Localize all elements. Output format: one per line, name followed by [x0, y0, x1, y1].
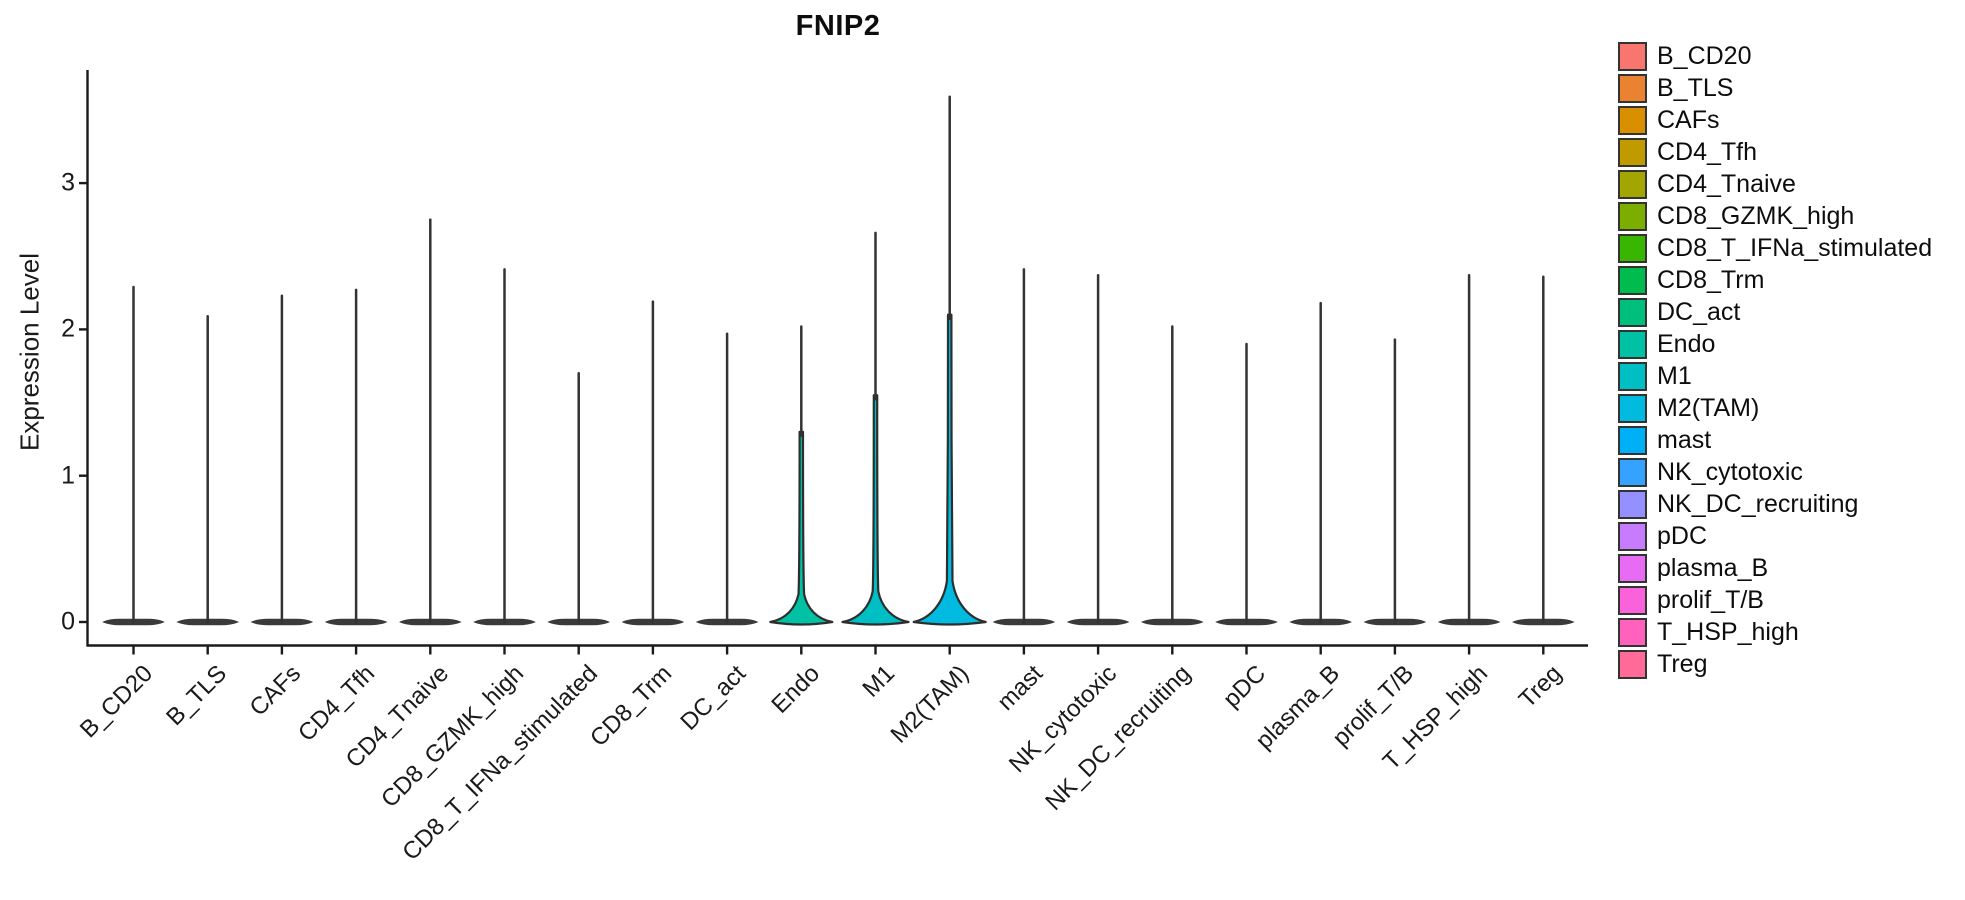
- legend: B_CD20 B_TLS CAFs CD4_Tfh CD4_Tnaive CD8_GZMK…: [1618, 42, 1933, 683]
- legend-swatch: [1618, 554, 1647, 583]
- legend-swatch: [1618, 330, 1647, 359]
- legend-swatch: [1618, 298, 1647, 327]
- legend-swatch: [1618, 426, 1647, 455]
- legend-label: CD8_GZMK_high: [1657, 202, 1855, 230]
- legend-label: NK_cytotoxic: [1657, 458, 1803, 486]
- legend-swatch: [1618, 394, 1647, 423]
- y-tick-label: 2: [61, 314, 75, 343]
- violin-body: [769, 430, 834, 626]
- legend-row: pDC: [1618, 522, 1932, 551]
- legend-swatch: [1618, 234, 1647, 263]
- legend-row: Endo: [1618, 330, 1932, 359]
- y-tick-label: 0: [61, 607, 75, 636]
- legend-row: B_TLS: [1618, 74, 1932, 103]
- legend-swatch: [1618, 74, 1647, 103]
- legend-row: Treg: [1618, 650, 1932, 679]
- legend-label: plasma_B: [1657, 554, 1769, 582]
- legend-label: pDC: [1657, 522, 1708, 550]
- legend-row: prolif_T/B: [1618, 586, 1932, 615]
- legend-swatch: [1618, 138, 1647, 167]
- legend-label: prolif_T/B: [1657, 586, 1764, 614]
- legend-row: CD8_T_IFNa_stimulated: [1618, 234, 1933, 263]
- legend-label: CD8_Trm: [1657, 266, 1765, 294]
- legend-swatch: [1618, 586, 1647, 615]
- legend-row: DC_act: [1618, 298, 1932, 327]
- legend-row: M2(TAM): [1618, 394, 1932, 423]
- legend-swatch: [1618, 490, 1647, 519]
- legend-label: M1: [1657, 362, 1692, 390]
- legend-row: CD8_GZMK_high: [1618, 202, 1932, 231]
- legend-row: NK_cytotoxic: [1618, 458, 1932, 487]
- y-tick-label: 3: [61, 168, 75, 197]
- legend-label: CD8_T_IFNa_stimulated: [1657, 234, 1933, 262]
- legend-row: M1: [1618, 362, 1932, 391]
- plot-title: FNIP2: [795, 10, 881, 42]
- legend-label: CD4_Tnaive: [1657, 170, 1796, 198]
- y-tick-label: 1: [61, 461, 75, 490]
- legend-label: CAFs: [1657, 106, 1720, 134]
- legend-label: mast: [1657, 426, 1712, 454]
- violin-body: [841, 394, 910, 626]
- legend-row: T_HSP_high: [1618, 618, 1932, 647]
- legend-label: CD4_Tfh: [1657, 138, 1758, 166]
- legend-label: NK_DC_recruiting: [1657, 490, 1859, 518]
- legend-swatch: [1618, 522, 1647, 551]
- legend-row: plasma_B: [1618, 554, 1932, 583]
- legend-swatch: [1618, 362, 1647, 391]
- legend-row: mast: [1618, 426, 1932, 455]
- legend-label: B_TLS: [1657, 74, 1734, 102]
- legend-swatch: [1618, 266, 1647, 295]
- legend-swatch: [1618, 458, 1647, 487]
- legend-swatch: [1618, 42, 1647, 71]
- legend-row: CD8_Trm: [1618, 266, 1932, 295]
- violin-body: [912, 313, 987, 626]
- legend-row: B_CD20: [1618, 42, 1932, 71]
- legend-swatch: [1618, 170, 1647, 199]
- legend-label: T_HSP_high: [1657, 618, 1799, 646]
- legend-swatch: [1618, 650, 1647, 679]
- legend-label: B_CD20: [1657, 42, 1752, 70]
- legend-row: NK_DC_recruiting: [1618, 490, 1932, 519]
- legend-row: CD4_Tnaive: [1618, 170, 1932, 199]
- legend-row: CAFs: [1618, 106, 1932, 135]
- legend-label: Endo: [1657, 330, 1716, 358]
- legend-label: M2(TAM): [1657, 394, 1760, 422]
- legend-label: DC_act: [1657, 298, 1741, 326]
- legend-swatch: [1618, 106, 1647, 135]
- legend-swatch: [1618, 202, 1647, 231]
- legend-row: CD4_Tfh: [1618, 138, 1932, 167]
- legend-label: Treg: [1657, 650, 1708, 678]
- legend-swatch: [1618, 618, 1647, 647]
